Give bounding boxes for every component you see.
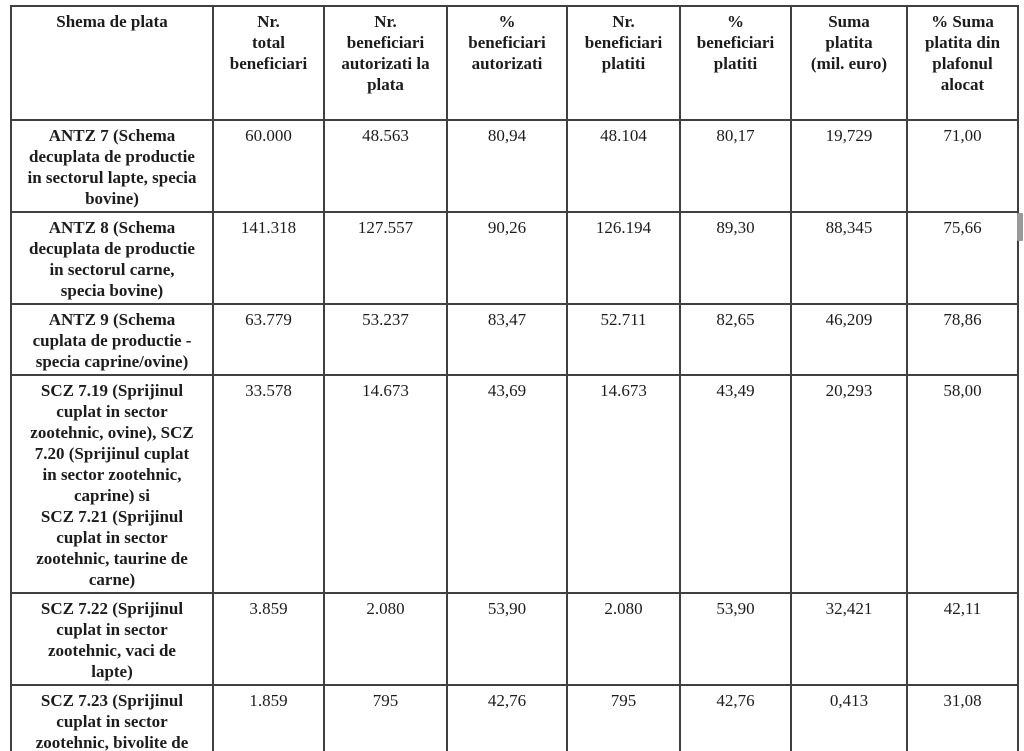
value-cell: 88,345 xyxy=(790,211,908,305)
value-cell: 42,76 xyxy=(679,684,792,751)
value-cell: 90,26 xyxy=(446,211,568,305)
value-cell: 31,08 xyxy=(906,684,1019,751)
value-cell: 53.237 xyxy=(323,303,448,376)
value-cell: 78,86 xyxy=(906,303,1019,376)
value-cell: 42,76 xyxy=(446,684,568,751)
column-header-amount-percent: % Suma platita din plafonul alocat xyxy=(906,5,1019,121)
column-header-paid-beneficiaries: Nr. beneficiari platiti xyxy=(566,5,681,121)
value-cell: 0,413 xyxy=(790,684,908,751)
value-cell: 795 xyxy=(566,684,681,751)
value-cell: 20,293 xyxy=(790,374,908,594)
value-cell: 14.673 xyxy=(323,374,448,594)
value-cell: 141.318 xyxy=(212,211,325,305)
value-cell: 48.104 xyxy=(566,119,681,213)
value-cell: 795 xyxy=(323,684,448,751)
value-cell: 80,17 xyxy=(679,119,792,213)
table-row: SCZ 7.19 (Sprijinul cuplat in sector zoo… xyxy=(10,374,1019,594)
column-header-amount-paid: Suma platita (mil. euro) xyxy=(790,5,908,121)
value-cell: 53,90 xyxy=(446,592,568,686)
value-cell: 126.194 xyxy=(566,211,681,305)
scheme-cell: SCZ 7.19 (Sprijinul cuplat in sector zoo… xyxy=(10,374,214,594)
value-cell: 83,47 xyxy=(446,303,568,376)
value-cell: 48.563 xyxy=(323,119,448,213)
column-header-total-beneficiaries: Nr. total beneficiari xyxy=(212,5,325,121)
value-cell: 89,30 xyxy=(679,211,792,305)
value-cell: 63.779 xyxy=(212,303,325,376)
value-cell: 82,65 xyxy=(679,303,792,376)
value-cell: 53,90 xyxy=(679,592,792,686)
value-cell: 75,66 xyxy=(906,211,1019,305)
value-cell: 1.859 xyxy=(212,684,325,751)
scheme-cell: SCZ 7.23 (Sprijinul cuplat in sector zoo… xyxy=(10,684,214,751)
scheme-cell: SCZ 7.22 (Sprijinul cuplat in sector zoo… xyxy=(10,592,214,686)
table-row: SCZ 7.22 (Sprijinul cuplat in sector zoo… xyxy=(10,592,1019,686)
value-cell: 43,49 xyxy=(679,374,792,594)
value-cell: 71,00 xyxy=(906,119,1019,213)
table-row: ANTZ 8 (Schema decuplata de productie in… xyxy=(10,211,1019,305)
scheme-cell: ANTZ 7 (Schema decuplata de productie in… xyxy=(10,119,214,213)
scrollbar-thumb[interactable] xyxy=(1017,213,1023,241)
value-cell: 60.000 xyxy=(212,119,325,213)
value-cell: 14.673 xyxy=(566,374,681,594)
value-cell: 2.080 xyxy=(323,592,448,686)
scheme-cell: ANTZ 9 (Schema cuplata de productie - sp… xyxy=(10,303,214,376)
column-header-authorized-percent: % beneficiari autorizati xyxy=(446,5,568,121)
header-row: Shema de plata Nr. total beneficiari Nr.… xyxy=(10,5,1019,121)
scheme-cell: ANTZ 8 (Schema decuplata de productie in… xyxy=(10,211,214,305)
value-cell: 43,69 xyxy=(446,374,568,594)
value-cell: 32,421 xyxy=(790,592,908,686)
column-header-authorized-beneficiaries: Nr. beneficiari autorizati la plata xyxy=(323,5,448,121)
table-row: SCZ 7.23 (Sprijinul cuplat in sector zoo… xyxy=(10,684,1019,751)
value-cell: 58,00 xyxy=(906,374,1019,594)
value-cell: 19,729 xyxy=(790,119,908,213)
column-header-scheme: Shema de plata xyxy=(10,5,214,121)
payment-schemes-table: Shema de plata Nr. total beneficiari Nr.… xyxy=(10,5,1019,751)
value-cell: 52.711 xyxy=(566,303,681,376)
table-row: ANTZ 7 (Schema decuplata de productie in… xyxy=(10,119,1019,213)
value-cell: 42,11 xyxy=(906,592,1019,686)
value-cell: 3.859 xyxy=(212,592,325,686)
value-cell: 2.080 xyxy=(566,592,681,686)
column-header-paid-percent: % beneficiari platiti xyxy=(679,5,792,121)
table-row: ANTZ 9 (Schema cuplata de productie - sp… xyxy=(10,303,1019,376)
value-cell: 80,94 xyxy=(446,119,568,213)
value-cell: 46,209 xyxy=(790,303,908,376)
value-cell: 33.578 xyxy=(212,374,325,594)
value-cell: 127.557 xyxy=(323,211,448,305)
